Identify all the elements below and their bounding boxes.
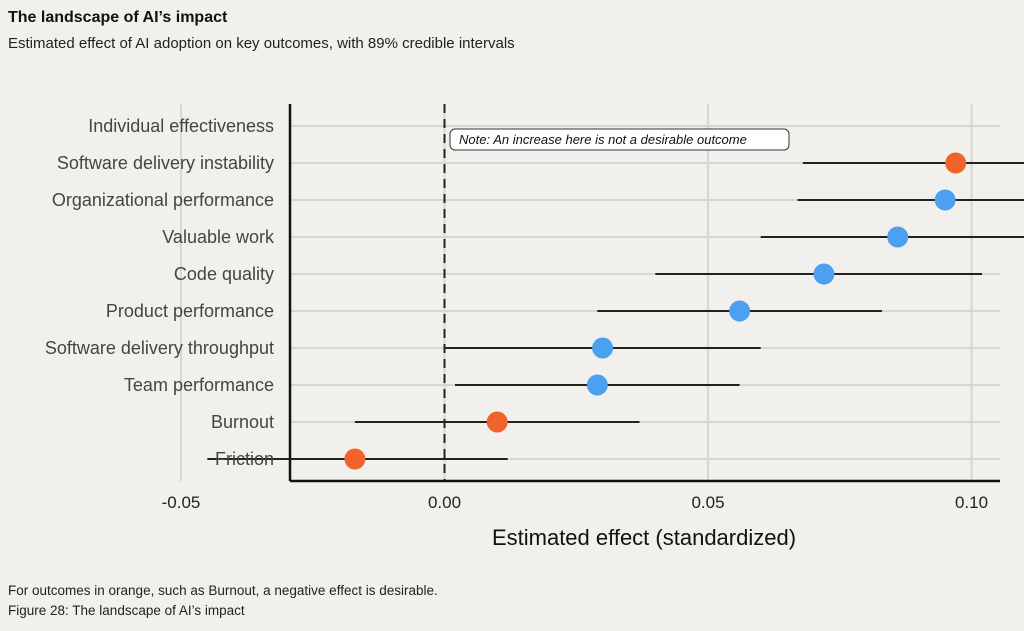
category-label: Organizational performance [52, 190, 274, 210]
point-estimate [813, 263, 835, 285]
point-estimate [586, 374, 608, 396]
x-tick-label: -0.05 [162, 493, 201, 512]
category-label: Software delivery throughput [45, 338, 274, 358]
point-estimate [934, 189, 956, 211]
chart-title: The landscape of AI’s impact [8, 9, 228, 26]
category-label: Individual effectiveness [88, 116, 274, 136]
point-estimate [945, 152, 967, 174]
x-tick-label: 0.10 [955, 493, 988, 512]
category-label: Valuable work [162, 227, 275, 247]
point-estimates [344, 152, 967, 470]
x-tick-label: 0.00 [428, 493, 461, 512]
footnote: For outcomes in orange, such as Burnout,… [8, 583, 438, 598]
gridlines [180, 104, 1000, 481]
x-tick-label: 0.05 [691, 493, 724, 512]
annotation-text: Note: An increase here is not a desirabl… [459, 132, 747, 147]
axes [288, 104, 1000, 483]
figure-caption: Figure 28: The landscape of AI’s impact [8, 603, 245, 618]
annotation-box [449, 128, 790, 151]
forest-plot: Individual effectiveness Software deliver… [45, 104, 1024, 550]
credible-intervals [207, 162, 1024, 460]
category-label: Team performance [124, 375, 274, 395]
chart-subtitle: Estimated effect of AI adoption on key o… [8, 35, 515, 52]
point-estimate [729, 300, 751, 322]
category-labels: Individual effectiveness Software deliver… [45, 116, 275, 469]
category-label: Code quality [174, 264, 274, 284]
x-axis-title: Estimated effect (standardized) [492, 525, 796, 550]
point-estimate [592, 337, 614, 359]
category-label: Software delivery instability [57, 153, 274, 173]
category-label: Burnout [211, 412, 274, 432]
point-estimate [344, 448, 366, 470]
point-estimate [486, 411, 508, 433]
annotation-callout: Note: An increase here is not a desirabl… [449, 128, 790, 151]
category-label: Friction [215, 449, 274, 469]
point-estimate [887, 226, 909, 248]
x-tick-labels: -0.050.000.050.100.150.20 [162, 493, 988, 512]
category-label: Product performance [106, 301, 274, 321]
